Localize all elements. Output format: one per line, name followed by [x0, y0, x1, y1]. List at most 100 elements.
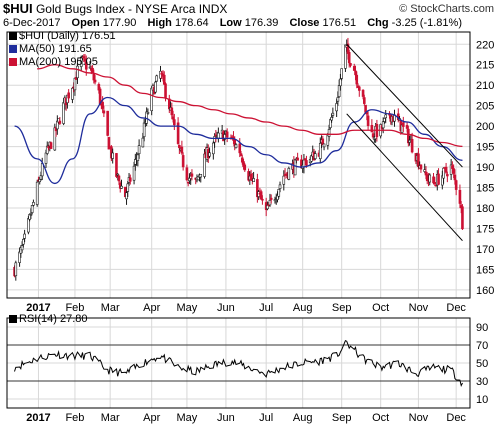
price-candle-body — [134, 159, 137, 165]
price-candle-body — [352, 66, 356, 71]
price-candle-body — [67, 92, 70, 99]
rsi-x-tick-label: 2017 — [26, 412, 50, 424]
rsi-x-tick-label: Mar — [101, 412, 120, 424]
price-candle-body — [32, 202, 35, 206]
price-candle-body — [155, 75, 159, 82]
price-candle-body — [361, 89, 365, 97]
price-candle-body — [277, 189, 281, 197]
rsi-y-tick-label: 50 — [476, 358, 488, 370]
price-candle-body — [107, 137, 111, 150]
price-candle-body — [355, 74, 359, 85]
price-candle-body — [180, 146, 184, 154]
price-candle-body — [84, 61, 88, 70]
price-candle-body — [243, 164, 247, 171]
legend-ma200-label: MA(200) 195.05 — [19, 56, 98, 68]
price-candle-body — [71, 87, 74, 100]
price-candle-body — [252, 178, 255, 182]
price-x-tick-label: Sep — [332, 302, 352, 314]
price-candle-body — [428, 174, 432, 183]
price-candle-body — [39, 175, 43, 180]
price-candle-body — [313, 153, 317, 159]
price-candle-body — [62, 102, 65, 124]
price-candle-body — [225, 131, 229, 138]
price-candle-body — [330, 117, 333, 121]
price-candle-body — [405, 125, 409, 129]
price-candle-body — [178, 145, 181, 149]
price-candle-body — [106, 110, 109, 136]
rsi-x-tick-label: Feb — [65, 412, 84, 424]
price-candle-body — [371, 133, 375, 138]
price-candle-body — [38, 179, 42, 183]
rsi-panel-frame — [6, 317, 471, 409]
price-x-tick-label: 2017 — [26, 302, 50, 314]
legend-ma200: MA(200) 195.05 — [9, 56, 98, 68]
price-candle-body — [336, 97, 340, 102]
legend-price-label: $HUI (Daily) 176.51 — [19, 30, 116, 42]
price-candle-body — [452, 168, 455, 174]
price-candle-body — [186, 181, 190, 184]
price-candle-body — [419, 164, 423, 170]
chart-header: $HUI Gold Bugs Index - NYSE Arca INDX — [3, 1, 227, 16]
symbol-label: $HUI — [3, 1, 33, 16]
price-candle-body — [214, 134, 218, 137]
ma50-swatch — [9, 45, 17, 53]
price-candle-body — [170, 107, 174, 116]
price-candle-body — [217, 132, 220, 139]
close-label: Close — [289, 17, 320, 29]
ma200-line — [37, 64, 463, 148]
high-value: 178.64 — [174, 17, 209, 29]
price-candle-body — [181, 155, 185, 168]
stockcharts-credit: © StockCharts.com — [399, 3, 494, 15]
price-candle-body — [437, 173, 440, 185]
price-panel: 160 165 170 175 180 185 190 195 200 205 210 215 220 2… — [6, 31, 494, 314]
price-candle-body — [444, 166, 448, 173]
price-candle-body — [331, 112, 335, 116]
index-title: Gold Bugs Index - NYSE Arca INDX — [35, 2, 228, 16]
price-candle-body — [363, 97, 366, 104]
price-candle-body — [302, 159, 306, 168]
price-candle-body — [44, 152, 48, 164]
price-candle-body — [366, 115, 370, 126]
price-candle-body — [120, 185, 123, 189]
price-candle-body — [190, 173, 194, 177]
price-candle-body — [27, 218, 30, 233]
price-candle-body — [23, 233, 26, 239]
price-candle-body — [282, 175, 286, 185]
price-y-tick-label: 180 — [476, 203, 494, 215]
price-candle-body — [49, 142, 53, 149]
price-candle-body — [305, 160, 308, 166]
quote-date: 6-Dec-2017 — [3, 17, 61, 29]
low-value: 176.39 — [244, 17, 279, 29]
price-candle-body — [347, 52, 351, 64]
price-candle-body — [35, 181, 39, 205]
price-candle-body — [337, 85, 341, 97]
price-candle-body — [383, 118, 386, 122]
price-candle-body — [145, 111, 148, 124]
price-x-tick-label: Dec — [446, 302, 466, 314]
price-candle-body — [208, 152, 211, 157]
price-candle-body — [159, 70, 162, 79]
price-candle-body — [357, 86, 361, 91]
price-candle-body — [40, 163, 44, 177]
price-candle-body — [423, 169, 427, 172]
price-candle-body — [318, 143, 322, 160]
price-candle-body — [340, 68, 343, 79]
price-y-tick-label: 185 — [476, 183, 494, 195]
price-x-tick-label: Jul — [259, 302, 273, 314]
price-y-tick-label: 210 — [476, 80, 494, 92]
price-candle-body — [446, 174, 449, 177]
rsi-swatch — [9, 315, 17, 323]
rsi-x-tick-label: Jul — [259, 412, 273, 424]
price-candle-body — [213, 136, 216, 143]
price-candle-body — [29, 214, 33, 216]
price-x-tick-label: Apr — [143, 302, 160, 314]
price-candle-body — [329, 119, 332, 128]
price-candle-body — [117, 175, 121, 182]
price-candle-body — [344, 44, 347, 69]
price-candle-body — [150, 87, 153, 112]
price-candle-body — [433, 182, 437, 184]
price-candle-body — [101, 101, 104, 109]
price-x-tick-label: Jun — [217, 302, 235, 314]
price-candle-body — [454, 180, 458, 190]
